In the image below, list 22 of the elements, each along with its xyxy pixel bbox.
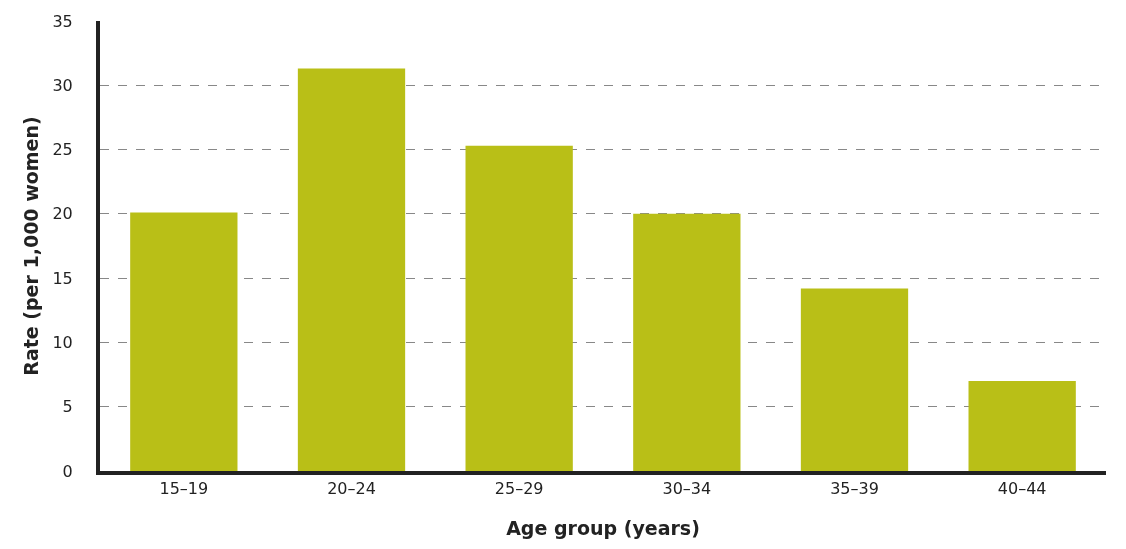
x-tick-label: 30–34 (662, 479, 712, 499)
x-tick-label: 40–44 (997, 479, 1047, 499)
y-tick-label: 5 (62, 397, 73, 417)
bar (130, 212, 238, 471)
x-tick-label: 35–39 (830, 479, 879, 499)
y-tick-label: 10 (52, 333, 73, 353)
y-tick-label: 35 (52, 11, 73, 31)
y-axis-title: Rate (per 1,000 women) (19, 116, 42, 376)
y-tick-label: 0 (62, 461, 73, 481)
x-axis-title: Age group (years) (506, 516, 700, 539)
y-tick-label: 30 (52, 75, 73, 95)
y-tick-label: 20 (52, 204, 73, 224)
bar (633, 213, 741, 471)
y-tick-label: 15 (52, 268, 73, 288)
x-tick-label: 15–19 (159, 479, 209, 499)
bar (800, 288, 909, 471)
y-tick-label: 25 (52, 140, 73, 160)
bar (297, 68, 406, 471)
bar (968, 381, 1076, 471)
bar (465, 145, 573, 471)
x-tick-label: 20–24 (327, 479, 376, 499)
x-tick-label: 25–29 (494, 479, 544, 499)
